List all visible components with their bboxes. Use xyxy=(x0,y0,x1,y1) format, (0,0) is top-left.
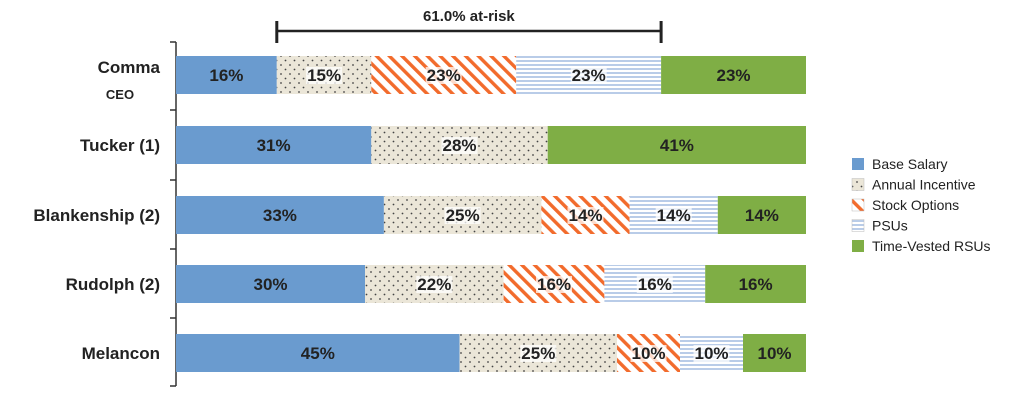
bar-segment-melancon-base-salary xyxy=(176,334,460,372)
legend-label-psus: PSUs xyxy=(872,218,908,234)
data-label-blankenship-2-base-salary: 33% xyxy=(263,206,297,225)
data-label-background xyxy=(570,67,607,84)
data-label-background xyxy=(567,207,604,224)
data-label-comma-stock-options: 23% xyxy=(427,66,461,85)
data-label-tucker-1-base-salary: 31% xyxy=(257,136,291,155)
bar-segment-melancon-time-vested-rsus xyxy=(743,334,806,372)
data-label-melancon-psus: 10% xyxy=(694,344,728,363)
bar-segment-rudolph-2-time-vested-rsus xyxy=(705,265,806,303)
data-label-blankenship-2-stock-options: 14% xyxy=(568,206,602,225)
legend-swatch-annual-incentive xyxy=(851,178,865,191)
data-label-background xyxy=(425,67,462,84)
category-label-rudolph-2: Rudolph (2) xyxy=(66,275,160,294)
category-label-comma: Comma xyxy=(98,58,161,77)
data-label-tucker-1-time-vested-rsus: 41% xyxy=(660,136,694,155)
legend-label-annual-incentive: Annual Incentive xyxy=(872,177,976,193)
bar-segment-rudolph-2-base-salary xyxy=(176,265,365,303)
bar-segment-tucker-1-base-salary xyxy=(176,126,372,164)
bar-segment-blankenship-2-base-salary xyxy=(176,196,384,234)
data-label-rudolph-2-psus: 16% xyxy=(638,275,672,294)
data-label-background xyxy=(416,276,453,293)
data-label-comma-annual-incentive: 15% xyxy=(307,66,341,85)
data-label-rudolph-2-stock-options: 16% xyxy=(537,275,571,294)
data-label-rudolph-2-annual-incentive: 22% xyxy=(417,275,451,294)
legend-swatch-base-salary xyxy=(852,158,864,170)
data-label-melancon-base-salary: 45% xyxy=(301,344,335,363)
data-label-rudolph-2-time-vested-rsus: 16% xyxy=(739,275,773,294)
data-label-rudolph-2-base-salary: 30% xyxy=(253,275,287,294)
legend-swatch-psus xyxy=(851,219,865,232)
data-label-comma-base-salary: 16% xyxy=(209,66,243,85)
data-label-background xyxy=(444,207,481,224)
data-label-background xyxy=(520,345,557,362)
data-label-comma-time-vested-rsus: 23% xyxy=(716,66,750,85)
bar-segment-tucker-1-time-vested-rsus xyxy=(547,126,806,164)
bar-segment-comma-time-vested-rsus xyxy=(661,56,806,94)
legend-label-stock-options: Stock Options xyxy=(872,197,959,213)
legend-swatch-stock-options xyxy=(851,198,865,212)
data-label-background xyxy=(536,276,572,293)
at-risk-annotation-label: 61.0% at-risk xyxy=(423,8,515,25)
category-label-tucker-1: Tucker (1) xyxy=(80,136,160,155)
data-label-melancon-time-vested-rsus: 10% xyxy=(757,344,791,363)
data-label-background xyxy=(630,345,667,362)
legend-swatch-time-vested-rsus xyxy=(852,240,864,252)
data-label-tucker-1-annual-incentive: 28% xyxy=(442,136,476,155)
data-label-background xyxy=(306,67,343,84)
data-label-blankenship-2-annual-incentive: 25% xyxy=(446,206,480,225)
legend-label-base-salary: Base Salary xyxy=(872,156,947,172)
data-label-background xyxy=(636,276,673,293)
bar-segment-blankenship-2-time-vested-rsus xyxy=(717,196,806,234)
data-label-background xyxy=(655,207,692,224)
data-label-background xyxy=(693,345,730,362)
legend-label-time-vested-rsus: Time-Vested RSUs xyxy=(872,238,991,254)
bar-segment-comma-base-salary xyxy=(176,56,277,94)
data-label-blankenship-2-time-vested-rsus: 14% xyxy=(745,206,779,225)
data-label-background xyxy=(441,137,478,154)
data-label-blankenship-2-psus: 14% xyxy=(657,206,691,225)
data-label-melancon-stock-options: 10% xyxy=(631,344,665,363)
data-label-melancon-annual-incentive: 25% xyxy=(521,344,555,363)
data-label-comma-psus: 23% xyxy=(572,66,606,85)
category-label-melancon: Melancon xyxy=(82,344,160,363)
category-sublabel-ceo: CEO xyxy=(106,87,134,102)
category-label-blankenship-2: Blankenship (2) xyxy=(33,206,160,225)
